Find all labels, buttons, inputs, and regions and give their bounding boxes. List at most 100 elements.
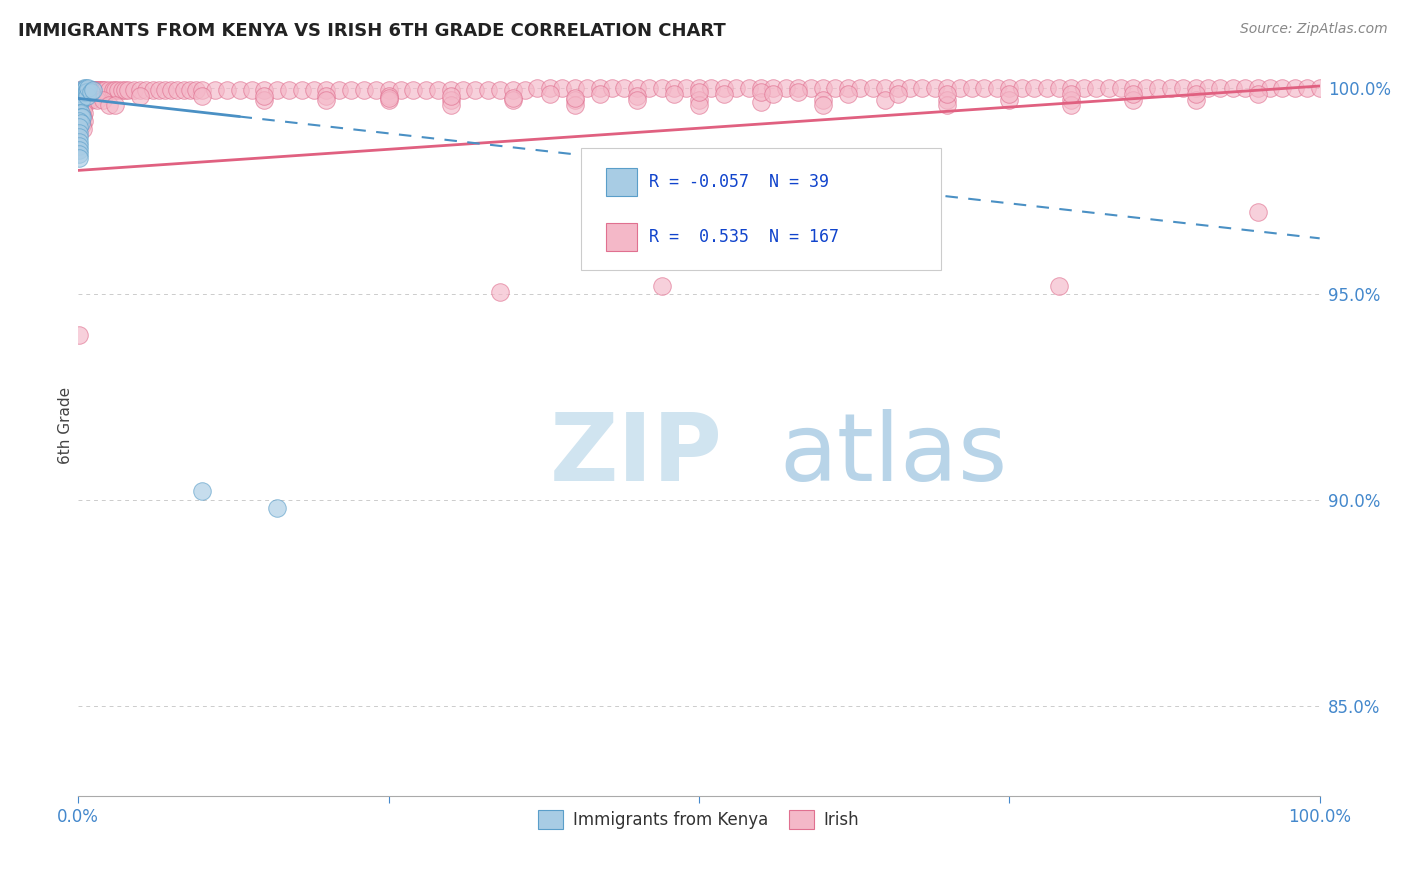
Point	[70, 87, 93, 102]
Point	[340, 83, 363, 97]
Point	[688, 85, 710, 99]
Point	[1073, 81, 1095, 95]
Point	[75, 81, 97, 95]
Point	[998, 81, 1021, 95]
Point	[73, 83, 96, 97]
Point	[67, 100, 90, 114]
Point	[278, 83, 301, 97]
Point	[638, 81, 661, 95]
Point	[86, 83, 108, 97]
Point	[142, 83, 165, 97]
Point	[439, 97, 461, 112]
Point	[67, 138, 90, 153]
Point	[315, 83, 337, 97]
Point	[191, 83, 214, 97]
Point	[70, 118, 93, 132]
Point	[77, 81, 100, 95]
Point	[1234, 81, 1257, 95]
Point	[266, 500, 288, 515]
Point	[588, 81, 610, 95]
Point	[1060, 94, 1083, 108]
Point	[936, 94, 959, 108]
Point	[129, 89, 152, 103]
Point	[67, 114, 90, 128]
Point	[489, 285, 512, 299]
Point	[538, 87, 561, 102]
Point	[502, 94, 524, 108]
Point	[451, 83, 474, 97]
Point	[1122, 94, 1144, 108]
Point	[153, 83, 176, 97]
Point	[973, 81, 995, 95]
Point	[67, 151, 90, 165]
Point	[787, 85, 810, 99]
Point	[886, 81, 908, 95]
Point	[477, 83, 499, 97]
Point	[87, 83, 110, 97]
Point	[72, 110, 94, 124]
Point	[69, 116, 91, 130]
Point	[204, 83, 226, 97]
Point	[67, 126, 90, 140]
Point	[1271, 81, 1294, 95]
Point	[353, 83, 375, 97]
Point	[179, 83, 201, 97]
Point	[76, 85, 98, 99]
Point	[122, 83, 145, 97]
Point	[762, 81, 785, 95]
Point	[1309, 81, 1331, 95]
Point	[1135, 81, 1157, 95]
Point	[67, 91, 90, 105]
Point	[79, 83, 101, 97]
Legend: Immigrants from Kenya, Irish: Immigrants from Kenya, Irish	[531, 804, 866, 836]
Point	[502, 91, 524, 105]
Point	[73, 83, 96, 97]
Point	[377, 89, 399, 103]
Point	[1147, 81, 1170, 95]
Point	[489, 83, 512, 97]
Point	[364, 83, 387, 97]
Point	[67, 120, 90, 135]
Point	[1160, 81, 1182, 95]
Point	[80, 83, 103, 97]
Point	[110, 83, 132, 97]
Bar	[606, 168, 637, 196]
Text: R = -0.057  N = 39: R = -0.057 N = 39	[650, 173, 830, 191]
Text: IMMIGRANTS FROM KENYA VS IRISH 6TH GRADE CORRELATION CHART: IMMIGRANTS FROM KENYA VS IRISH 6TH GRADE…	[18, 22, 725, 40]
Point	[862, 81, 884, 95]
Point	[69, 83, 91, 97]
Text: Source: ZipAtlas.com: Source: ZipAtlas.com	[1240, 22, 1388, 37]
Point	[70, 89, 93, 103]
Point	[811, 94, 834, 108]
Point	[73, 105, 96, 120]
Point	[67, 83, 90, 97]
Point	[898, 81, 921, 95]
Point	[98, 97, 121, 112]
Point	[69, 89, 91, 103]
Point	[415, 83, 437, 97]
Point	[69, 105, 91, 120]
Point	[302, 83, 325, 97]
Point	[576, 81, 599, 95]
Point	[688, 81, 710, 95]
Point	[67, 95, 90, 110]
Point	[89, 83, 111, 97]
Point	[564, 91, 586, 105]
Point	[613, 81, 636, 95]
Point	[675, 81, 697, 95]
Point	[89, 83, 111, 97]
Point	[924, 81, 946, 95]
Point	[1184, 87, 1206, 102]
Point	[69, 89, 91, 103]
Point	[1122, 87, 1144, 102]
Point	[1246, 87, 1268, 102]
Point	[1246, 81, 1268, 95]
Point	[439, 94, 461, 108]
Point	[538, 81, 561, 95]
Point	[94, 83, 117, 97]
Point	[600, 81, 623, 95]
Point	[662, 87, 685, 102]
Point	[67, 328, 90, 343]
Point	[1109, 81, 1132, 95]
Point	[328, 83, 350, 97]
